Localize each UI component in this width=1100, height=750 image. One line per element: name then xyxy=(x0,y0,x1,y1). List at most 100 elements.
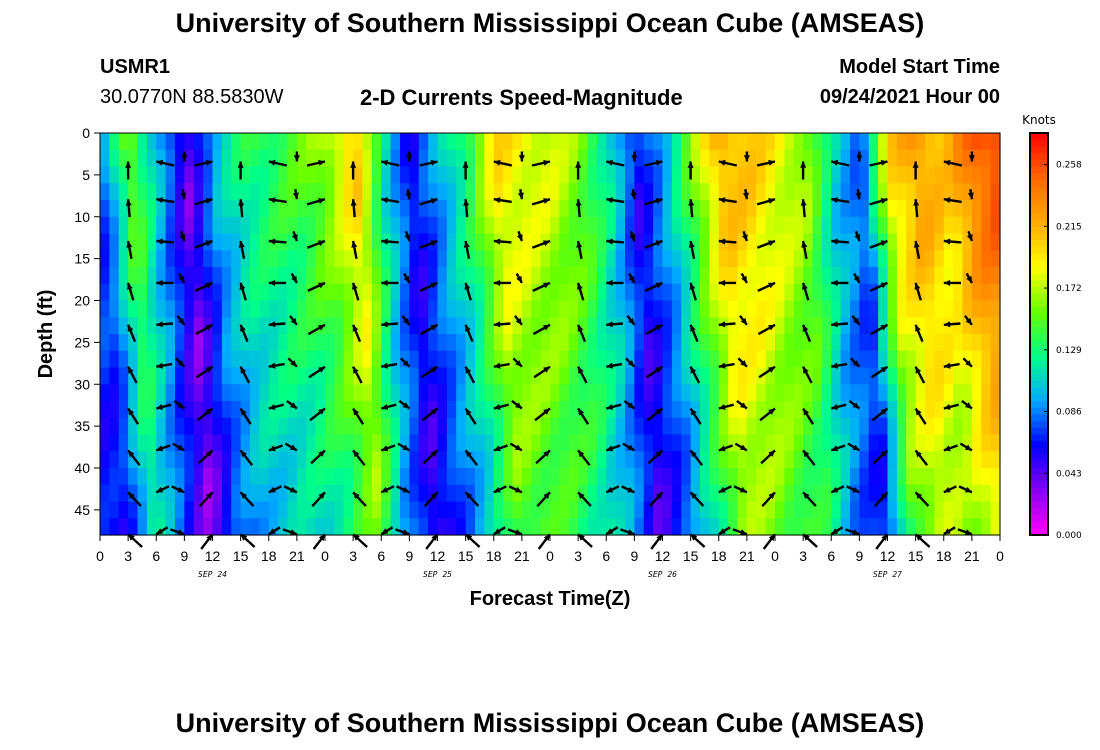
heat-cell xyxy=(521,216,532,235)
heat-cell xyxy=(306,283,317,302)
heat-cell xyxy=(437,317,448,335)
current-arrow-head xyxy=(740,317,747,325)
heat-cell xyxy=(315,267,326,285)
heat-cell xyxy=(831,149,842,168)
heat-cell xyxy=(428,149,439,168)
heat-cell xyxy=(962,200,973,218)
heat-cell xyxy=(268,267,279,285)
heat-cell xyxy=(700,216,710,235)
heat-cell xyxy=(503,350,514,369)
heat-cell xyxy=(756,334,767,352)
heat-cell xyxy=(737,283,748,302)
heat-cell xyxy=(671,518,682,536)
x-tick-label: 15 xyxy=(233,548,249,564)
current-arrow-head xyxy=(125,161,132,168)
heat-cell xyxy=(296,267,307,285)
heat-cell xyxy=(118,216,129,235)
heat-cell xyxy=(831,300,842,318)
heat-cell xyxy=(718,384,729,402)
heat-cell xyxy=(503,267,514,285)
current-arrow-head xyxy=(831,279,838,286)
heat-cell xyxy=(296,133,307,151)
heat-cell xyxy=(690,451,701,469)
heat-cell xyxy=(831,451,842,469)
colorbar-segment xyxy=(1030,347,1048,355)
heat-cell xyxy=(325,417,335,436)
heat-cell xyxy=(981,216,992,235)
heat-cell xyxy=(756,451,767,469)
heat-cell xyxy=(803,317,814,335)
current-arrow-head xyxy=(292,192,299,200)
heat-cell xyxy=(362,401,373,419)
heat-cell xyxy=(212,518,223,536)
heat-cell xyxy=(231,133,242,151)
heat-cell xyxy=(231,216,242,235)
current-arrow-head xyxy=(352,324,359,332)
heat-cell xyxy=(109,401,120,419)
heat-cell xyxy=(737,250,748,268)
heat-cell xyxy=(568,334,579,352)
heat-cell xyxy=(934,300,945,318)
heat-cell xyxy=(428,267,439,285)
heat-cell xyxy=(296,384,307,402)
current-arrow-head xyxy=(463,241,470,248)
heat-cell xyxy=(418,300,429,318)
heat-cell xyxy=(971,183,982,201)
current-arrow-head xyxy=(205,159,213,166)
heat-cell xyxy=(859,267,870,285)
heat-cell xyxy=(212,267,223,285)
heat-cell xyxy=(990,283,1001,302)
heat-cell xyxy=(925,501,935,519)
current-arrow-head xyxy=(578,366,584,374)
heat-cell xyxy=(118,350,129,369)
heat-cell xyxy=(812,434,823,452)
heat-cell xyxy=(100,166,110,184)
heat-cell xyxy=(531,133,542,151)
heat-cell xyxy=(625,300,635,318)
heat-cell xyxy=(850,183,860,201)
heat-cell xyxy=(709,250,720,268)
heat-cell xyxy=(484,501,495,519)
heat-cell xyxy=(362,367,373,385)
heat-cell xyxy=(325,384,335,402)
heat-cell xyxy=(803,401,814,419)
current-arrow-head xyxy=(606,238,613,245)
heat-cell xyxy=(353,300,364,318)
heat-cell xyxy=(531,468,542,486)
heat-cell xyxy=(521,149,532,168)
heat-cell xyxy=(550,334,560,352)
heat-cell xyxy=(221,149,232,168)
heat-cell xyxy=(278,518,289,536)
heat-cell xyxy=(803,484,814,503)
heat-cell xyxy=(831,216,842,235)
colorbar-segment xyxy=(1030,474,1048,482)
heat-cell xyxy=(165,216,176,235)
heat-cell xyxy=(334,250,345,268)
heat-cell xyxy=(812,216,823,235)
heat-cell xyxy=(118,200,129,218)
heat-cell xyxy=(128,166,139,184)
heat-cell xyxy=(240,200,251,218)
heat-cell xyxy=(306,317,317,335)
heat-cell xyxy=(118,367,129,385)
heat-cell xyxy=(493,451,504,469)
heat-cell xyxy=(671,133,682,151)
heat-cell xyxy=(371,283,382,302)
heat-cell xyxy=(606,384,617,402)
heat-cell xyxy=(746,283,757,302)
heat-cell xyxy=(400,216,410,235)
current-arrow-head xyxy=(318,366,325,373)
heat-cell xyxy=(268,451,279,469)
heat-cell xyxy=(371,367,382,385)
heat-cell xyxy=(203,183,214,201)
heat-cell xyxy=(381,501,392,519)
heat-cell xyxy=(362,334,373,352)
current-arrow-head xyxy=(768,450,775,457)
heat-cell xyxy=(953,518,964,536)
heat-cell xyxy=(221,233,232,251)
heat-cell xyxy=(484,133,495,151)
x-day-label: SEP 26 xyxy=(648,570,677,579)
heat-cell xyxy=(728,149,739,168)
heat-cell xyxy=(625,149,635,168)
heat-cell xyxy=(775,267,785,285)
